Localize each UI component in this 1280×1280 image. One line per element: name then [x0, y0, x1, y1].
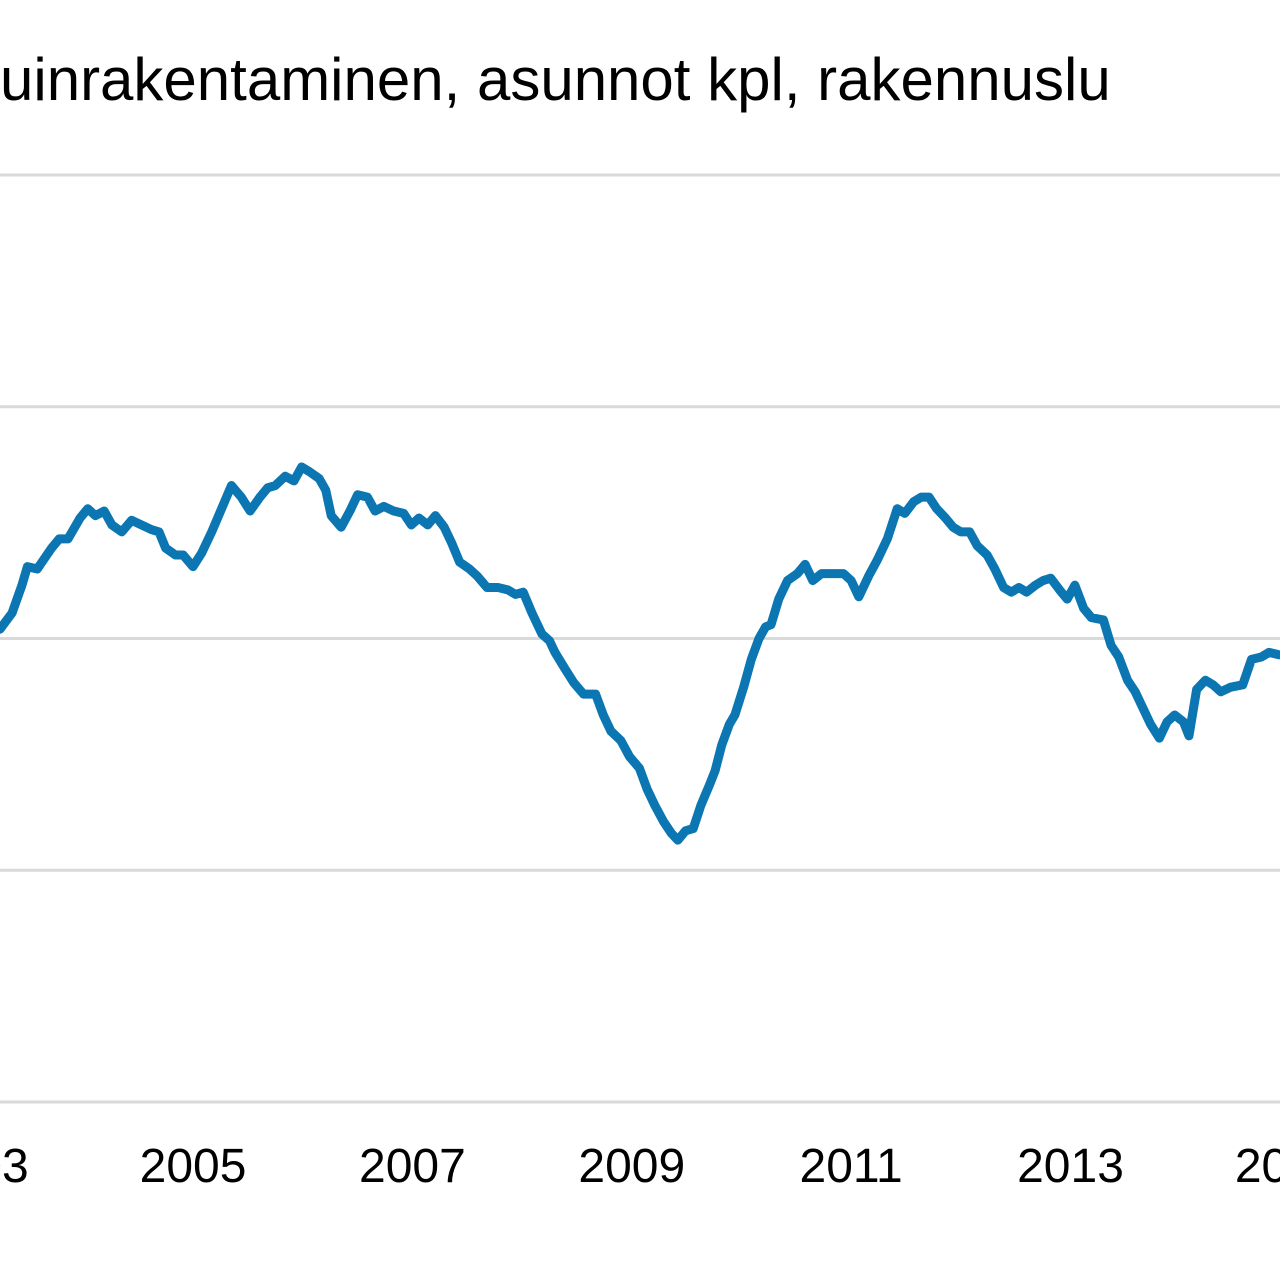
x-tick-label: 20: [1235, 1140, 1280, 1193]
grid: [0, 173, 1280, 1104]
chart-title: uinrakentaminen, asunnot kpl, rakennuslu: [0, 46, 1111, 113]
data-line: [0, 462, 1280, 845]
x-tick-label: 2009: [578, 1140, 685, 1193]
x-tick-label: 2013: [1017, 1140, 1124, 1193]
x-tick-label: 2005: [140, 1140, 247, 1193]
x-axis: 03 2005 2007 2009 2011 2013 20: [0, 1140, 1280, 1193]
x-tick-label: 2011: [800, 1140, 903, 1193]
plot-area: [0, 462, 1280, 845]
x-tick-label: 2007: [359, 1140, 466, 1193]
x-tick-label: 03: [0, 1140, 29, 1193]
